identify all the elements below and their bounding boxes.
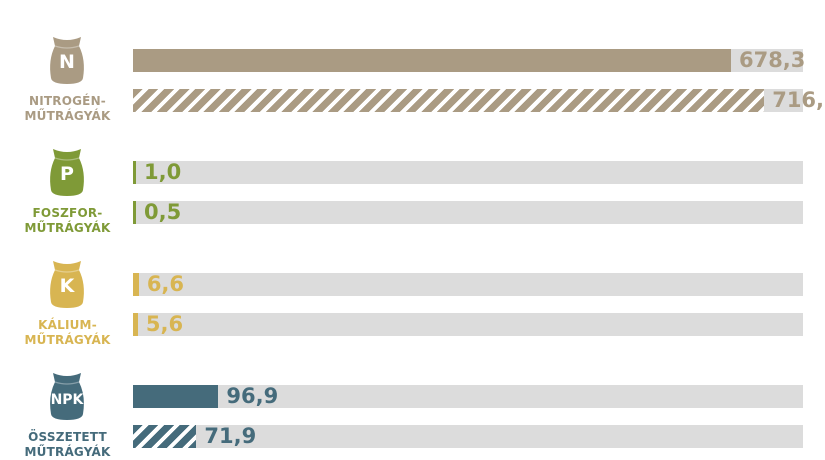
bar-track <box>133 273 803 296</box>
value-label: 96,9 <box>226 384 279 408</box>
value-label: 5,6 <box>145 312 184 336</box>
category-label: NITROGÉN- MŰTRÁGYÁK <box>24 94 111 123</box>
value-label: 716,0 <box>772 88 825 112</box>
data-bar <box>133 49 731 72</box>
category-label: ÖSSZETETT MŰTRÁGYÁK <box>24 430 111 459</box>
sack-letter: N <box>59 51 75 73</box>
bar-track <box>133 201 803 224</box>
sack-letter: NPK <box>50 392 84 408</box>
data-bar <box>133 161 136 184</box>
data-bar <box>133 425 197 448</box>
data-bar <box>133 273 139 296</box>
value-label: 71,9 <box>204 424 257 448</box>
fertilizer-bar-chart: N NITROGÉN- MŰTRÁGYÁK 678,3 716,0 P FOSZFOR- … <box>24 34 825 459</box>
fertilizer-sack-icon: N <box>46 34 88 86</box>
sack-letter: P <box>60 163 74 185</box>
value-label: 1,0 <box>144 160 182 184</box>
fertilizer-sack-icon: P <box>46 146 88 198</box>
bar-track <box>133 161 803 184</box>
value-label: 6,6 <box>146 272 185 296</box>
fertilizer-sack-icon: NPK <box>46 370 88 422</box>
bar-track <box>133 425 803 448</box>
data-bar <box>133 89 765 112</box>
value-label: 678,3 <box>738 48 806 72</box>
fertilizer-sack-icon: K <box>46 258 88 310</box>
data-bar <box>133 201 136 224</box>
bar-track <box>133 313 803 336</box>
data-bar <box>133 313 138 336</box>
data-bar <box>133 385 219 408</box>
category-label: FOSZFOR- MŰTRÁGYÁK <box>24 206 111 235</box>
value-label: 0,5 <box>144 200 182 224</box>
bar-track <box>133 385 803 408</box>
sack-letter: K <box>59 275 75 297</box>
category-label: KÁLIUM- MŰTRÁGYÁK <box>24 318 111 347</box>
